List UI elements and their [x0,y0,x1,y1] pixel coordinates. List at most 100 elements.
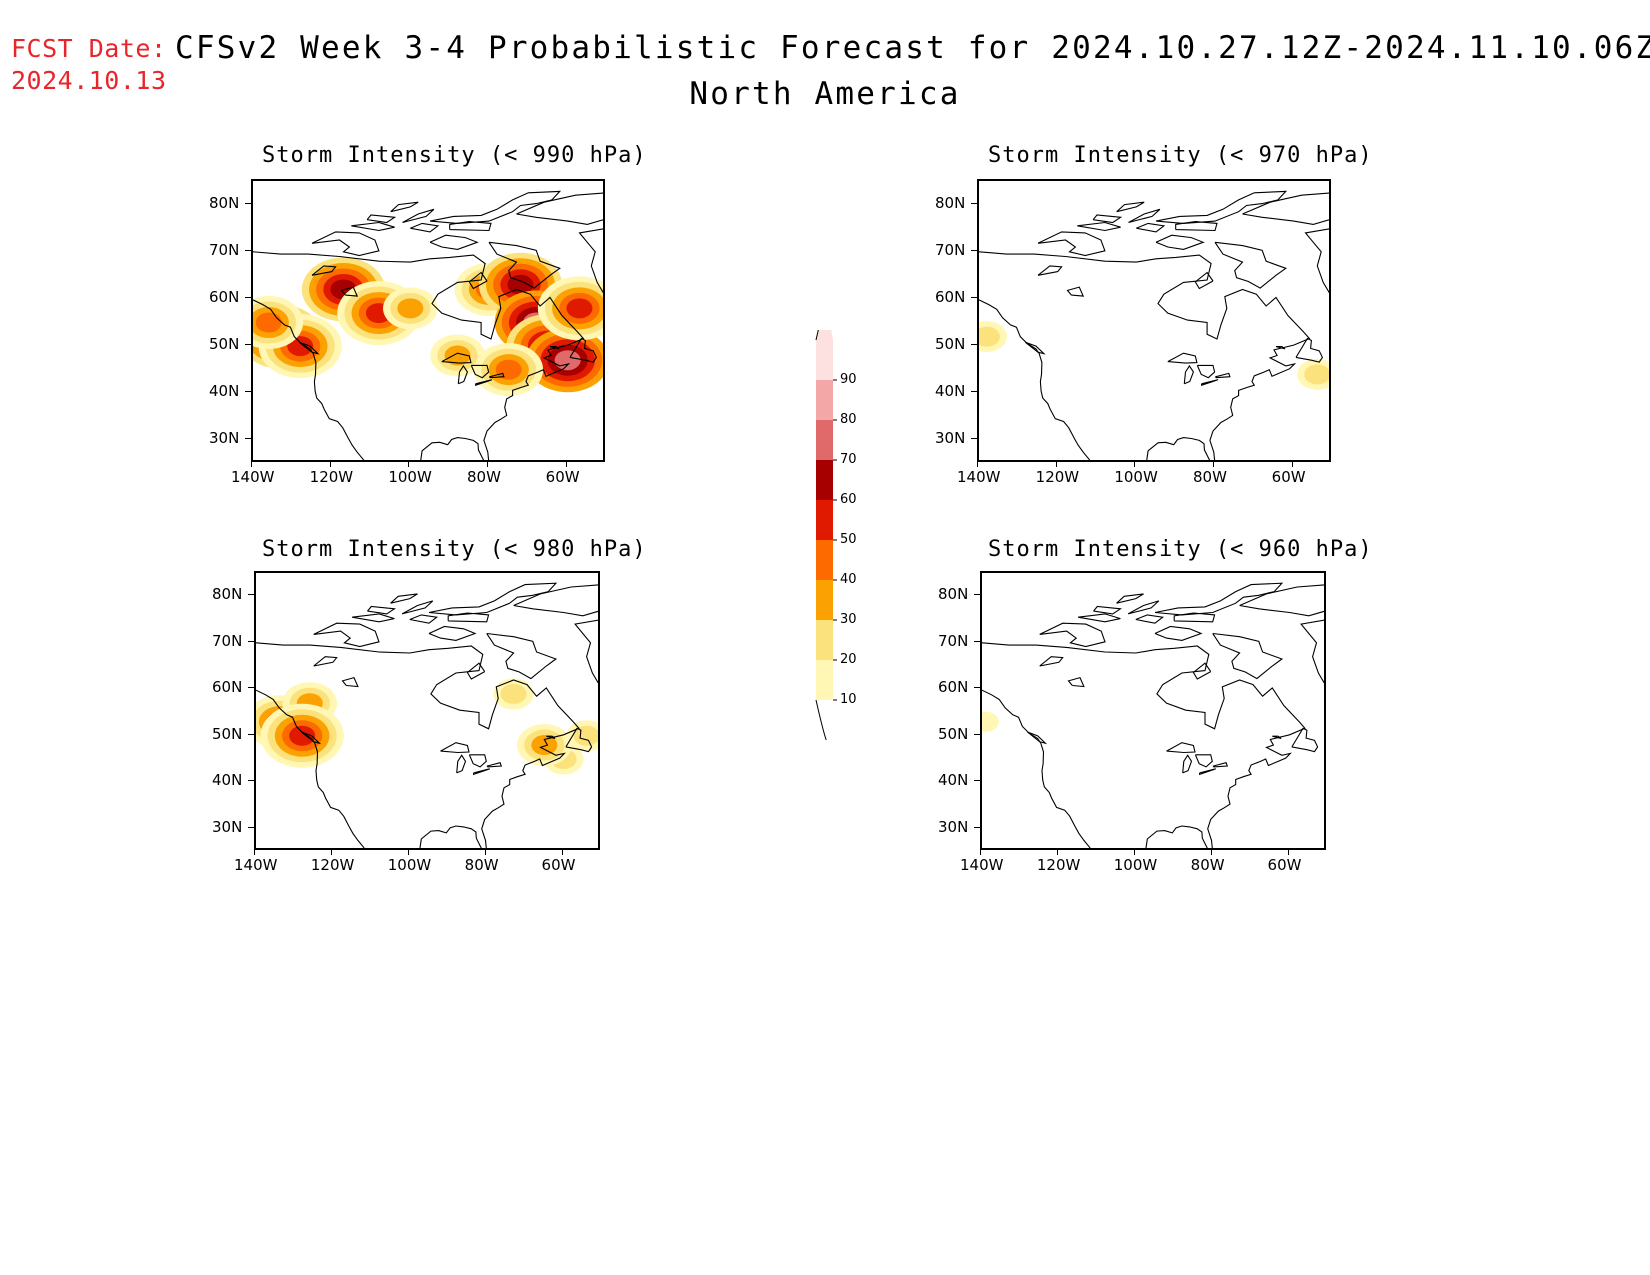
longitude-label: 120W [1036,856,1081,874]
longitude-label: 80W [1190,856,1225,874]
coastline [299,341,320,355]
coastline [447,612,490,623]
longitude-label: 100W [1113,856,1158,874]
longitude-tick [1291,462,1293,467]
coastline [456,754,467,774]
latitude-tick [971,344,977,346]
longitude-label: 60W [1271,468,1306,486]
legend-label: 60 [840,492,857,507]
longitude-tick [1287,850,1289,855]
latitude-tick [974,826,980,828]
latitude-label: 30N [935,429,966,448]
coastline [475,379,493,386]
latitude-tick [974,687,980,689]
latitude-label: 70N [938,631,969,650]
legend-lower-arrow [815,699,827,741]
longitude-label: 100W [388,468,432,486]
legend-label: 10 [840,692,857,707]
longitude-label: 100W [387,856,432,874]
coastline [1212,762,1229,768]
legend-upper-arrow [816,300,833,340]
legend-label: 90 [840,372,857,387]
legend-swatch [816,420,833,460]
map-canvas [256,582,598,848]
longitude-tick [407,850,409,855]
longitude-tick [1056,850,1058,855]
coastline [352,613,395,623]
latitude-label: 80N [209,193,240,212]
probability-region [1304,364,1329,385]
coastline [256,689,365,848]
panel-title: Storm Intensity (< 960 hPa) [988,537,1373,562]
coastline [1192,662,1212,680]
map-frame [254,571,600,850]
probability-region [289,725,316,746]
latitude-tick [248,640,254,642]
coastline [410,222,440,233]
latitude-tick [245,296,251,298]
coastline [1173,612,1216,623]
longitude-tick [565,462,567,467]
latitude-tick [245,202,251,204]
coastline [1166,742,1196,754]
probability-region [554,350,581,371]
latitude-tick [248,687,254,689]
longitude-label: 140W [960,856,1004,874]
coastline [1242,192,1329,225]
latitude-label: 30N [209,429,240,448]
longitude-tick [1210,850,1212,855]
legend-colorbar [815,299,837,741]
latitude-tick [971,391,977,393]
coastline [1300,619,1324,684]
latitude-tick [248,826,254,828]
latitude-label: 50N [212,724,243,743]
legend-swatch [816,540,833,580]
longitude-label: 60W [541,856,576,874]
map-canvas [982,582,1324,848]
coastline [1272,735,1282,740]
coastline [1039,622,1106,648]
longitude-label: 80W [464,856,499,874]
forecast-date-label: FCST Date: [11,34,167,63]
panel-title: Storm Intensity (< 990 hPa) [262,143,647,168]
panel-title: Storm Intensity (< 970 hPa) [988,143,1373,168]
longitude-label: 120W [310,856,355,874]
coastline [516,192,603,225]
coastline [1183,364,1195,385]
probability-region [531,735,558,756]
latitude-tick [971,438,977,440]
longitude-tick [980,850,981,855]
longitude-tick [1055,462,1057,467]
coastline [1037,265,1063,276]
coastline [574,619,598,684]
latitude-label: 60N [938,678,969,697]
latitude-label: 80N [935,193,966,212]
map-canvas [979,190,1329,460]
coastline [311,265,337,276]
latitude-label: 40N [935,382,966,401]
longitude-label: 100W [1114,468,1158,486]
probability-region [255,312,282,333]
longitude-label: 80W [1193,468,1227,486]
coastline [428,582,558,616]
coastline [311,231,380,257]
coastline [1077,221,1121,232]
coastline [301,731,322,745]
coastline [1154,582,1284,616]
coastline [546,735,556,740]
legend-swatch [816,460,833,500]
coastline [1116,201,1145,213]
coastline [390,593,418,604]
coastline [1066,286,1085,297]
longitude-label: 60W [1267,856,1302,874]
coastline [409,614,439,624]
latitude-tick [248,780,254,782]
longitude-tick [408,462,410,467]
coastline [402,208,435,224]
map-frame [251,179,605,462]
coastline [979,251,1311,460]
legend-label: 40 [840,572,857,587]
legend-swatch [816,660,833,700]
forecast-date-value: 2024.10.13 [11,66,167,95]
latitude-tick [971,296,977,298]
